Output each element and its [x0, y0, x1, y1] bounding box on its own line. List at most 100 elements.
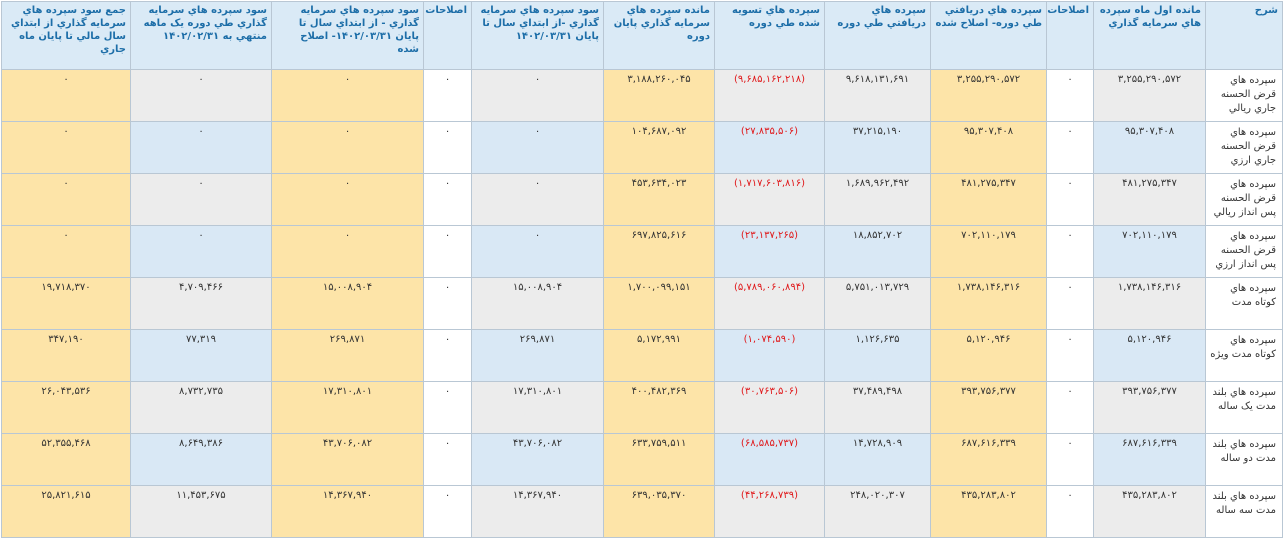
received-cell: ۳۷,۲۱۵,۱۹۰ [824, 121, 931, 174]
profit-ytd-adjusted-cell: ۲۶۹,۸۷۱ [271, 329, 424, 382]
profit-month-cell: ۸,۷۳۲,۷۳۵ [130, 381, 272, 434]
adjustments-cell: ۰ [1046, 329, 1094, 382]
row-label: سپرده هاي بلند مدت يک ساله [1205, 381, 1283, 434]
closing-balance-cell: ۶۳۳,۷۵۹,۵۱۱ [603, 433, 715, 486]
table-row: سپرده هاي قرض الحسنه پس انداز ريالي ۴۸۱,… [1, 173, 1283, 226]
row-label: سپرده هاي قرض الحسنه پس انداز ريالي [1205, 173, 1283, 226]
header-cell: سپرده هاي دريافتي طي دوره [824, 1, 931, 70]
settled-cell: (۹,۶۸۵,۱۶۲,۲۱۸) [714, 69, 825, 122]
table-row: سپرده هاي بلند مدت دو ساله ۶۸۷,۶۱۶,۳۳۹ ۰… [1, 433, 1283, 486]
row-label: سپرده هاي قرض الحسنه جاري ريالي [1205, 69, 1283, 122]
received-cell: ۵,۷۵۱,۰۱۳,۷۲۹ [824, 277, 931, 330]
profit-adjustments-cell: ۰ [423, 277, 472, 330]
profit-total-cell: ۰ [1, 173, 131, 226]
header-cell: مانده اول ماه سپرده هاي سرمايه گذاري [1093, 1, 1206, 70]
settled-cell: (۴۴,۲۶۸,۷۳۹) [714, 485, 825, 538]
adjustments-cell: ۰ [1046, 173, 1094, 226]
opening-balance-cell: ۷۰۲,۱۱۰,۱۷۹ [1093, 225, 1206, 278]
profit-ytd-cell: ۰ [471, 69, 604, 122]
profit-month-cell: ۰ [130, 173, 272, 226]
header-cell: جمع سود سپرده هاي سرمايه گذاري از ابتداي… [1, 1, 131, 70]
profit-total-cell: ۲۵,۸۲۱,۶۱۵ [1, 485, 131, 538]
closing-balance-cell: ۴۵۳,۶۳۴,۰۲۳ [603, 173, 715, 226]
header-cell: شرح [1205, 1, 1283, 70]
profit-ytd-adjusted-cell: ۰ [271, 225, 424, 278]
opening-balance-cell: ۴۳۵,۲۸۳,۸۰۲ [1093, 485, 1206, 538]
profit-ytd-cell: ۱۵,۰۰۸,۹۰۴ [471, 277, 604, 330]
profit-adjustments-cell: ۰ [423, 485, 472, 538]
received-adjusted-cell: ۴۳۵,۲۸۳,۸۰۲ [930, 485, 1047, 538]
settled-cell: (۱,۷۱۷,۶۰۳,۸۱۶) [714, 173, 825, 226]
profit-adjustments-cell: ۰ [423, 381, 472, 434]
received-cell: ۹,۶۱۸,۱۳۱,۶۹۱ [824, 69, 931, 122]
closing-balance-cell: ۴۰۰,۴۸۲,۳۶۹ [603, 381, 715, 434]
adjustments-cell: ۰ [1046, 225, 1094, 278]
profit-adjustments-cell: ۰ [423, 433, 472, 486]
opening-balance-cell: ۳,۲۵۵,۲۹۰,۵۷۲ [1093, 69, 1206, 122]
settled-cell: (۶۸,۵۸۵,۷۳۷) [714, 433, 825, 486]
row-label: سپرده هاي کوتاه مدت [1205, 277, 1283, 330]
adjustments-cell: ۰ [1046, 121, 1094, 174]
closing-balance-cell: ۶۳۹,۰۳۵,۳۷۰ [603, 485, 715, 538]
received-adjusted-cell: ۷۰۲,۱۱۰,۱۷۹ [930, 225, 1047, 278]
received-cell: ۱,۱۲۶,۶۳۵ [824, 329, 931, 382]
opening-balance-cell: ۵,۱۲۰,۹۴۶ [1093, 329, 1206, 382]
table-row: سپرده هاي بلند مدت سه ساله ۴۳۵,۲۸۳,۸۰۲ ۰… [1, 485, 1283, 538]
profit-total-cell: ۲۶,۰۴۳,۵۳۶ [1, 381, 131, 434]
opening-balance-cell: ۳۹۳,۷۵۶,۳۷۷ [1093, 381, 1206, 434]
profit-ytd-cell: ۲۶۹,۸۷۱ [471, 329, 604, 382]
profit-ytd-adjusted-cell: ۴۳,۷۰۶,۰۸۲ [271, 433, 424, 486]
header-cell: سود سپرده هاي سرمايه گذاري -از ابتداي سا… [471, 1, 604, 70]
profit-total-cell: ۰ [1, 225, 131, 278]
received-cell: ۲۴۸,۰۲۰,۳۰۷ [824, 485, 931, 538]
settled-cell: (۲۷,۸۳۵,۵۰۶) [714, 121, 825, 174]
settled-cell: (۱,۰۷۴,۵۹۰) [714, 329, 825, 382]
closing-balance-cell: ۶۹۷,۸۲۵,۶۱۶ [603, 225, 715, 278]
header-cell: سود سپرده هاي سرمايه گذاري طي دوره يک ما… [130, 1, 272, 70]
received-adjusted-cell: ۳,۲۵۵,۲۹۰,۵۷۲ [930, 69, 1047, 122]
settled-cell: (۳۰,۷۶۳,۵۰۶) [714, 381, 825, 434]
row-label: سپرده هاي کوتاه مدت ويژه [1205, 329, 1283, 382]
closing-balance-cell: ۳,۱۸۸,۲۶۰,۰۴۵ [603, 69, 715, 122]
profit-month-cell: ۷۷,۳۱۹ [130, 329, 272, 382]
adjustments-cell: ۰ [1046, 381, 1094, 434]
table-row: سپرده هاي بلند مدت يک ساله ۳۹۳,۷۵۶,۳۷۷ ۰… [1, 381, 1283, 434]
received-cell: ۱۸,۸۵۲,۷۰۲ [824, 225, 931, 278]
adjustments-cell: ۰ [1046, 433, 1094, 486]
profit-month-cell: ۸,۶۴۹,۳۸۶ [130, 433, 272, 486]
profit-ytd-cell: ۱۴,۳۶۷,۹۴۰ [471, 485, 604, 538]
received-cell: ۱۴,۷۲۸,۹۰۹ [824, 433, 931, 486]
closing-balance-cell: ۵,۱۷۲,۹۹۱ [603, 329, 715, 382]
opening-balance-cell: ۹۵,۳۰۷,۴۰۸ [1093, 121, 1206, 174]
table-row: سپرده هاي قرض الحسنه جاري ارزي ۹۵,۳۰۷,۴۰… [1, 121, 1283, 174]
closing-balance-cell: ۱,۷۰۰,۰۹۹,۱۵۱ [603, 277, 715, 330]
adjustments-cell: ۰ [1046, 69, 1094, 122]
profit-ytd-adjusted-cell: ۰ [271, 121, 424, 174]
table-row: سپرده هاي کوتاه مدت ۱,۷۳۸,۱۴۶,۳۱۶ ۰ ۱,۷۳… [1, 277, 1283, 330]
table-row: سپرده هاي کوتاه مدت ويژه ۵,۱۲۰,۹۴۶ ۰ ۵,۱… [1, 329, 1283, 382]
profit-ytd-cell: ۰ [471, 225, 604, 278]
profit-month-cell: ۱۱,۴۵۳,۶۷۵ [130, 485, 272, 538]
adjustments-cell: ۰ [1046, 485, 1094, 538]
profit-total-cell: ۱۹,۷۱۸,۳۷۰ [1, 277, 131, 330]
closing-balance-cell: ۱۰۴,۶۸۷,۰۹۲ [603, 121, 715, 174]
profit-adjustments-cell: ۰ [423, 121, 472, 174]
profit-adjustments-cell: ۰ [423, 69, 472, 122]
row-label: سپرده هاي بلند مدت سه ساله [1205, 485, 1283, 538]
profit-ytd-cell: ۱۷,۳۱۰,۸۰۱ [471, 381, 604, 434]
received-adjusted-cell: ۴۸۱,۲۷۵,۳۴۷ [930, 173, 1047, 226]
profit-ytd-cell: ۰ [471, 121, 604, 174]
profit-adjustments-cell: ۰ [423, 225, 472, 278]
profit-ytd-adjusted-cell: ۱۵,۰۰۸,۹۰۴ [271, 277, 424, 330]
settled-cell: (۲۳,۱۳۷,۲۶۵) [714, 225, 825, 278]
profit-ytd-adjusted-cell: ۰ [271, 173, 424, 226]
received-adjusted-cell: ۹۵,۳۰۷,۴۰۸ [930, 121, 1047, 174]
row-label: سپرده هاي بلند مدت دو ساله [1205, 433, 1283, 486]
profit-ytd-adjusted-cell: ۱۷,۳۱۰,۸۰۱ [271, 381, 424, 434]
header-cell: مانده سپرده هاي سرمايه گذاري پايان دوره [603, 1, 715, 70]
profit-total-cell: ۰ [1, 69, 131, 122]
profit-ytd-adjusted-cell: ۱۴,۳۶۷,۹۴۰ [271, 485, 424, 538]
received-cell: ۱,۶۸۹,۹۶۲,۴۹۲ [824, 173, 931, 226]
opening-balance-cell: ۱,۷۳۸,۱۴۶,۳۱۶ [1093, 277, 1206, 330]
